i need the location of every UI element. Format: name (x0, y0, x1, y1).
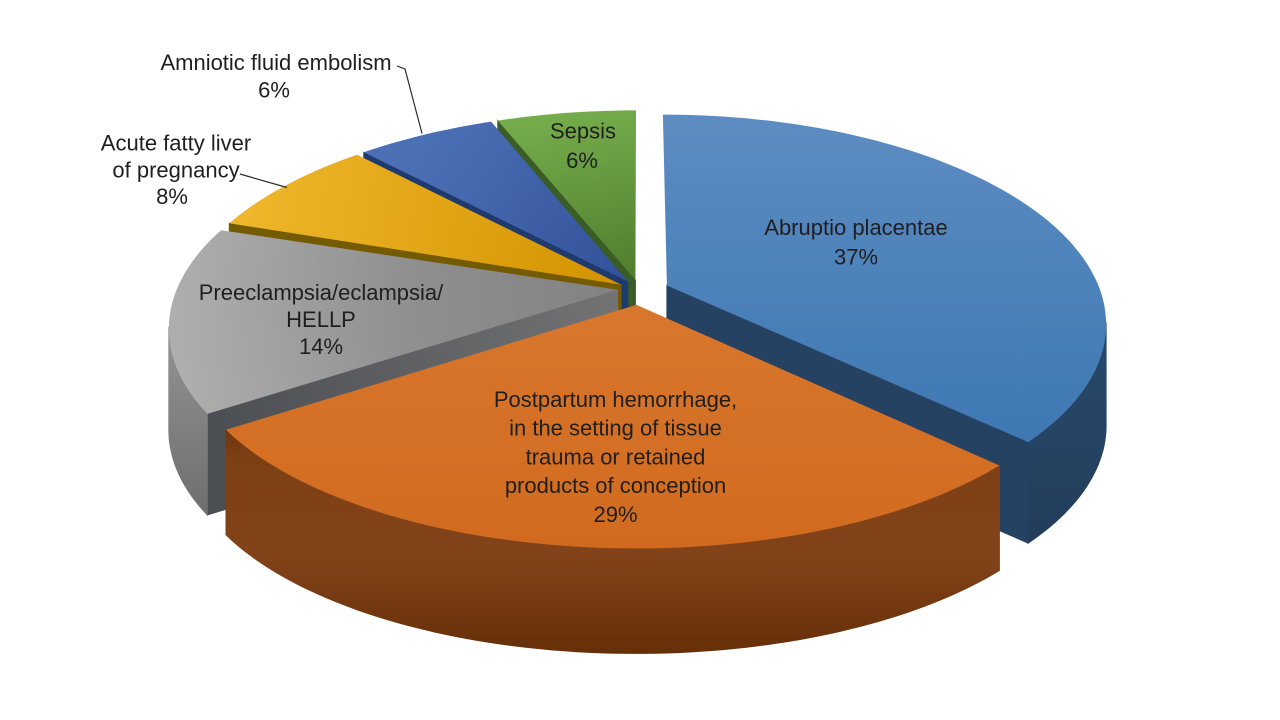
svg-text:in the setting of tissue: in the setting of tissue (509, 416, 722, 441)
svg-text:37%: 37% (834, 245, 878, 270)
svg-text:Acute fatty liver: Acute fatty liver (101, 131, 251, 156)
svg-text:trauma or retained: trauma or retained (526, 444, 706, 469)
svg-text:29%: 29% (593, 502, 637, 527)
svg-text:Postpartum hemorrhage,: Postpartum hemorrhage, (494, 387, 737, 412)
svg-text:products of conception: products of conception (505, 473, 726, 498)
svg-text:14%: 14% (299, 334, 343, 359)
svg-text:6%: 6% (258, 78, 290, 103)
svg-text:8%: 8% (156, 184, 188, 209)
svg-text:Amniotic fluid embolism: Amniotic fluid embolism (160, 50, 391, 75)
svg-text:HELLP: HELLP (286, 307, 356, 332)
svg-text:Preeclampsia/eclampsia/: Preeclampsia/eclampsia/ (199, 280, 444, 305)
svg-text:6%: 6% (566, 148, 598, 173)
svg-text:Abruptio placentae: Abruptio placentae (764, 215, 947, 240)
svg-text:of pregnancy: of pregnancy (112, 158, 239, 183)
svg-text:Sepsis: Sepsis (550, 119, 616, 144)
